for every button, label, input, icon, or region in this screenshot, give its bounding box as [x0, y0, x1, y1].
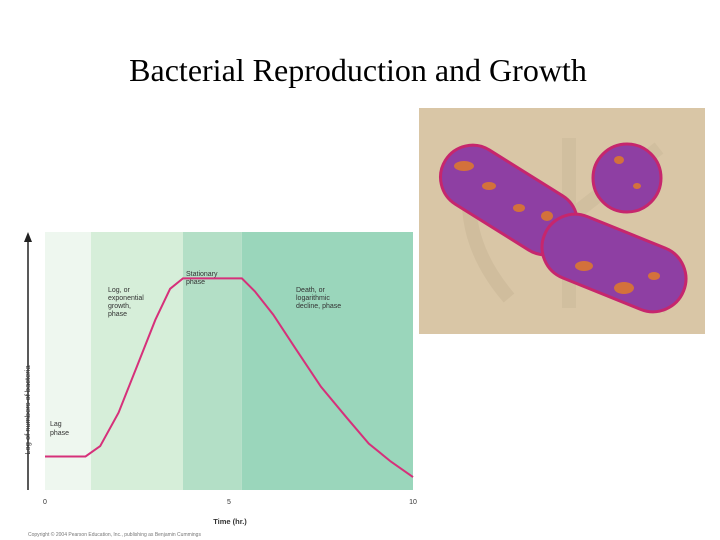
phase-label-log: Log, or exponential growth, phase	[108, 287, 144, 318]
y-axis-label: Log of numbers of bacteria	[23, 365, 32, 455]
phase-bands	[45, 232, 413, 490]
phase-label-death: Death, or logarithmic decline, phase	[296, 287, 341, 310]
phase-band-1	[91, 232, 183, 490]
x-tick-label-2: 10	[409, 499, 417, 506]
copyright-note: Copyright © 2004 Pearson Education, Inc.…	[28, 531, 201, 538]
bacterium-rod-right	[540, 212, 688, 314]
phase-label-stationary: Stationary phase	[186, 271, 218, 286]
phase-band-2	[183, 232, 242, 490]
bacterium-round-cell	[591, 142, 663, 214]
x-axis-label: Time (hr.)	[213, 517, 247, 526]
phase-label-lag: Lag phase	[50, 421, 69, 437]
growth-curve-chart: Lag phase Log, or exponential growth, phase …	[23, 232, 417, 538]
y-axis-arrow	[24, 232, 32, 242]
x-tick-labels: 0 5 10	[43, 499, 417, 506]
growth-curve-line	[45, 277, 414, 478]
phase-band-0	[45, 232, 91, 490]
x-tick-label-1: 5	[227, 499, 231, 506]
cell-spots	[454, 156, 660, 294]
x-tick-label-0: 0	[43, 499, 47, 506]
phase-band-3	[241, 232, 413, 490]
slide-title: Bacterial Reproduction and Growth	[129, 52, 587, 88]
bacteria-micrograph-icon	[419, 108, 705, 334]
phase-labels: Lag phase Log, or exponential growth, phase …	[50, 271, 341, 437]
